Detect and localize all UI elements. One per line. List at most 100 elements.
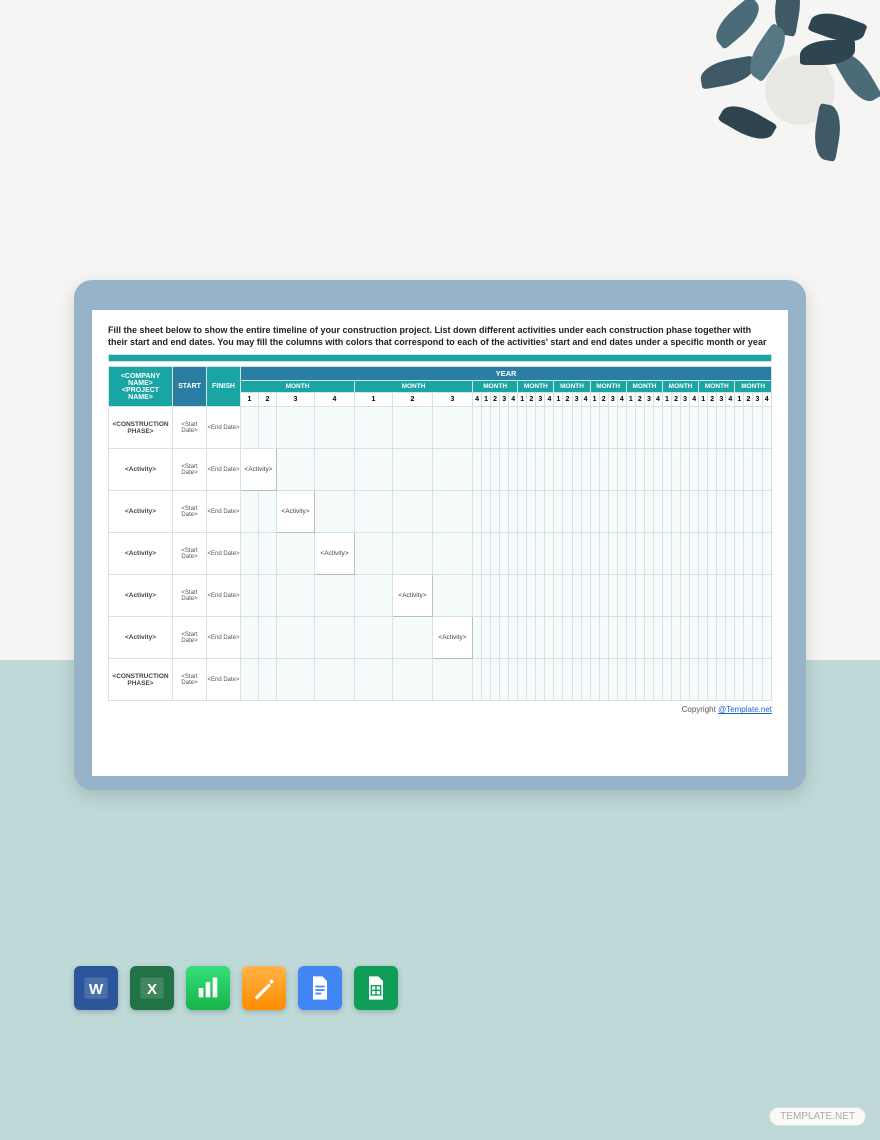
timeline-cell — [644, 659, 653, 701]
timeline-cell — [393, 407, 433, 449]
timeline-cell — [545, 491, 554, 533]
timeline-cell — [753, 407, 762, 449]
timeline-cell — [509, 617, 518, 659]
timeline-cell — [355, 491, 393, 533]
timeline-cell — [536, 575, 545, 617]
timeline-cell — [735, 617, 744, 659]
timeline-cell — [726, 407, 735, 449]
timeline-cell — [717, 659, 726, 701]
timeline-cell — [563, 407, 572, 449]
timeline-cell — [433, 659, 473, 701]
start-date-cell: <Start Date> — [173, 533, 207, 575]
timeline-cell — [581, 575, 590, 617]
timeline-cell — [717, 617, 726, 659]
timeline-cell — [653, 533, 662, 575]
word-icon[interactable]: W — [74, 966, 118, 1010]
timeline-cell — [241, 659, 259, 701]
timeline-cell — [762, 533, 772, 575]
timeline-cell — [500, 575, 509, 617]
google-sheets-icon[interactable] — [354, 966, 398, 1010]
header-bar — [108, 354, 772, 362]
timeline-cell — [653, 575, 662, 617]
timeline-cell — [662, 575, 671, 617]
table-row: <Activity><Start Date><End Date><Activit… — [109, 533, 772, 575]
timeline-cell — [635, 533, 644, 575]
timeline-cell — [653, 659, 662, 701]
week-header: 4 — [690, 393, 699, 407]
excel-icon[interactable]: X — [130, 966, 174, 1010]
activity-bar: <Activity> — [433, 617, 473, 659]
svg-text:W: W — [89, 981, 104, 998]
timeline-cell — [644, 617, 653, 659]
timeline-cell — [355, 449, 393, 491]
timeline-cell — [635, 575, 644, 617]
week-header: 4 — [653, 393, 662, 407]
end-date-cell: <End Date> — [207, 407, 241, 449]
numbers-icon[interactable] — [186, 966, 230, 1010]
timeline-cell — [753, 659, 762, 701]
timeline-cell — [599, 617, 608, 659]
timeline-cell — [393, 491, 433, 533]
timeline-cell — [491, 533, 500, 575]
timeline-cell — [545, 407, 554, 449]
timeline-cell — [355, 575, 393, 617]
timeline-cell — [482, 449, 491, 491]
timeline-cell — [699, 617, 708, 659]
timeline-cell — [626, 533, 635, 575]
timeline-cell — [500, 491, 509, 533]
timeline-cell — [509, 407, 518, 449]
pages-icon[interactable] — [242, 966, 286, 1010]
timeline-cell — [626, 617, 635, 659]
week-header: 4 — [473, 393, 482, 407]
google-docs-icon[interactable] — [298, 966, 342, 1010]
timeline-cell — [536, 407, 545, 449]
timeline-cell — [626, 575, 635, 617]
week-header: 3 — [644, 393, 653, 407]
timeline-cell — [482, 575, 491, 617]
week-header: 4 — [726, 393, 735, 407]
timeline-cell — [699, 407, 708, 449]
timeline-cell — [762, 407, 772, 449]
week-header: 1 — [590, 393, 599, 407]
table-row: <CONSTRUCTION PHASE><Start Date><End Dat… — [109, 659, 772, 701]
week-header: 2 — [527, 393, 536, 407]
timeline-cell — [590, 533, 599, 575]
timeline-cell — [518, 659, 527, 701]
timeline-cell — [277, 659, 315, 701]
template-link[interactable]: @Template.net — [718, 705, 772, 714]
timeline-cell — [662, 491, 671, 533]
timeline-cell — [590, 449, 599, 491]
timeline-cell — [581, 617, 590, 659]
timeline-cell — [744, 491, 753, 533]
activity-bar: <Activity> — [393, 575, 433, 617]
timeline-cell — [241, 533, 259, 575]
timeline-cell — [635, 407, 644, 449]
row-label: <CONSTRUCTION PHASE> — [109, 659, 173, 701]
timeline-cell — [563, 533, 572, 575]
timeline-cell — [744, 407, 753, 449]
week-header: 3 — [500, 393, 509, 407]
timeline-cell — [527, 659, 536, 701]
timeline-cell — [681, 407, 690, 449]
timeline-cell — [581, 449, 590, 491]
timeline-cell — [554, 491, 563, 533]
end-date-cell: <End Date> — [207, 617, 241, 659]
timeline-cell — [393, 533, 433, 575]
start-date-cell: <Start Date> — [173, 617, 207, 659]
timeline-cell — [518, 407, 527, 449]
timeline-cell — [241, 407, 259, 449]
gantt-table: <COMPANY NAME><PROJECT NAME> START FINIS… — [108, 366, 772, 701]
timeline-cell — [527, 407, 536, 449]
timeline-cell — [599, 575, 608, 617]
timeline-cell — [672, 659, 681, 701]
timeline-cell — [572, 491, 581, 533]
timeline-cell — [527, 533, 536, 575]
timeline-cell — [581, 407, 590, 449]
gantt-sheet: Fill the sheet below to show the entire … — [92, 310, 788, 776]
timeline-cell — [500, 617, 509, 659]
timeline-cell — [617, 449, 626, 491]
timeline-cell — [572, 449, 581, 491]
timeline-cell — [653, 449, 662, 491]
week-header: 4 — [762, 393, 772, 407]
timeline-cell — [762, 659, 772, 701]
